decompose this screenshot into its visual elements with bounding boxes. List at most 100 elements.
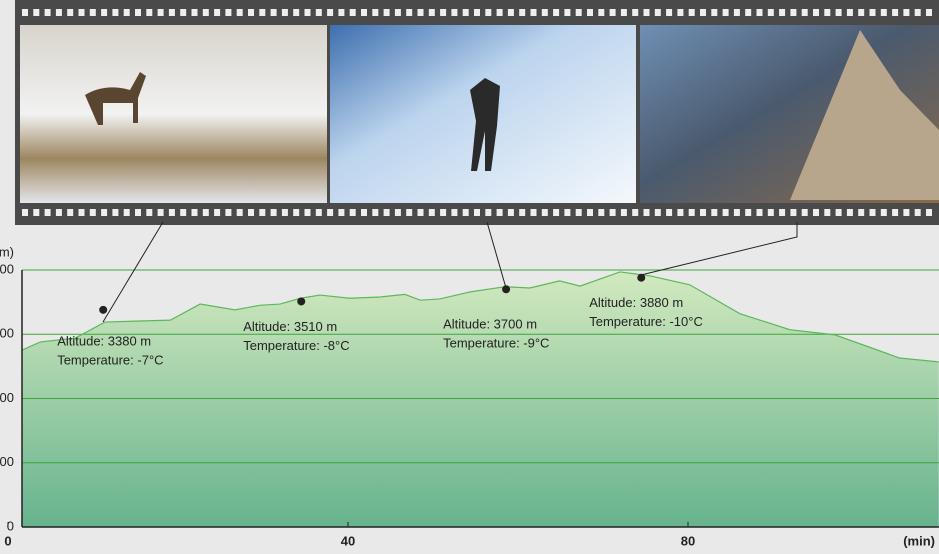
sprocket [767,209,774,216]
sprocket [541,9,548,16]
sprocket [270,209,277,216]
sprocket [67,9,74,16]
sprocket [620,209,627,216]
sprocket [428,209,435,216]
sprocket [180,209,187,216]
sprocket [530,9,537,16]
sprocket [530,209,537,216]
sprocket [180,9,187,16]
sprocket [406,209,413,216]
sprocket [474,9,480,16]
sprocket [779,209,786,216]
sprocket [383,209,390,216]
sprocket [926,9,932,16]
peak [790,30,939,200]
sprocket [44,209,51,216]
sprocket [914,9,921,16]
annotation-dot [502,285,511,294]
annotation-altitude: Altitude: 3380 m [57,333,151,348]
sprocket [191,9,198,16]
sprocket [620,9,627,16]
sprocket [248,209,254,216]
sprocket [666,209,673,216]
sprocket [858,9,865,16]
sprocket [349,209,356,216]
sprocket [587,209,593,216]
sprocket [496,209,503,216]
sprocket [892,209,899,216]
sprocket [78,209,85,216]
sprocket [372,209,379,216]
y-tick-label: 0 [7,518,14,533]
sprocket [417,209,424,216]
sprocket [507,209,514,216]
sprocket [632,9,639,16]
sprocket [451,9,458,16]
sprocket [44,9,51,16]
connector [102,221,164,323]
sprocket [903,209,910,216]
sprocket [666,9,673,16]
sprocket [756,9,763,16]
sprocket [609,9,616,16]
sprocket [112,209,119,216]
area-fill [21,271,939,527]
y-tick-label: 3000 [0,326,14,341]
sprocket [202,9,209,16]
x-tick-label: 80 [681,533,695,548]
sprocket [790,209,797,216]
sprocket [304,209,311,216]
sprocket [327,9,334,16]
sprocket [394,9,401,16]
annotation-temperature: Temperature: -7°C [57,352,163,367]
sprocket [304,9,311,16]
sprocket [880,209,887,216]
sprocket [926,209,932,216]
sprocket [315,209,322,216]
sprocket [598,9,605,16]
sprocket [813,209,819,216]
sprocket [22,209,28,216]
sprocket [767,9,774,16]
sprocket [779,9,786,16]
sprocket [338,9,345,16]
annotation-temperature: Temperature: -10°C [589,314,703,329]
sprocket [801,209,808,216]
sprocket [440,9,447,16]
sprocket [575,9,582,16]
sprocket [643,9,650,16]
sprocket [406,9,413,16]
sprocket [123,209,130,216]
sprocket [485,9,492,16]
sprocket [259,9,266,16]
sprocket [135,209,141,216]
climber [470,78,500,171]
sprocket [236,209,243,216]
sprocket [22,9,28,16]
ibex [85,72,146,125]
sprocket [214,9,221,16]
sprocket [609,209,616,216]
sprocket [914,209,921,216]
sprocket [824,209,831,216]
annotation-temperature: Temperature: -9°C [443,336,549,351]
y-tick-label: 1000 [0,454,14,469]
sprocket [553,209,560,216]
sprocket [157,9,164,16]
y-tick-label: 4000 [0,261,14,276]
sprocket [654,209,661,216]
sprocket [575,209,582,216]
sprocket [564,9,571,16]
sprocket [248,9,254,16]
sprocket [462,9,469,16]
sprocket [643,209,650,216]
sprocket [383,9,390,16]
sprocket [474,209,480,216]
sprocket [824,9,831,16]
annotation-altitude: Altitude: 3510 m [243,319,337,334]
sprocket [33,9,40,16]
sprocket [428,9,435,16]
sprocket [564,209,571,216]
sprocket [462,209,469,216]
